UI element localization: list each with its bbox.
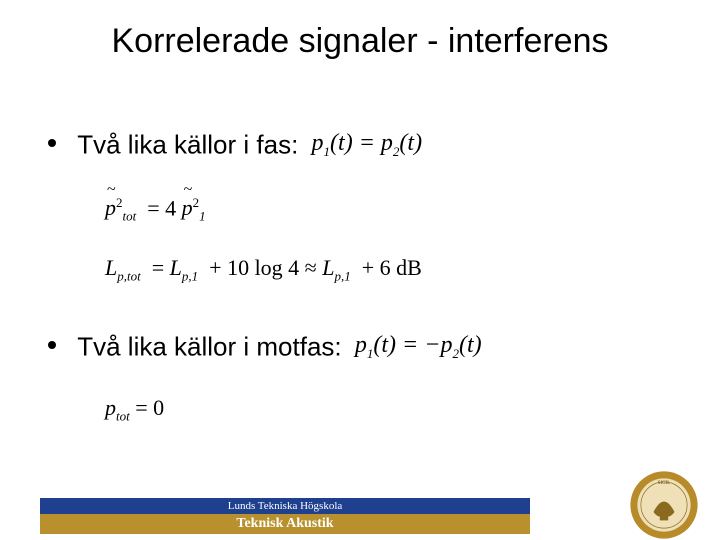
- university-seal-icon: SIGIL: [622, 470, 706, 540]
- bullet-dot-icon: [48, 341, 56, 349]
- bullet-1-text: Två lika källor i fas:: [77, 130, 298, 160]
- svg-text:SIGIL: SIGIL: [658, 481, 671, 486]
- slide-title: Korrelerade signaler - interferens: [0, 22, 720, 61]
- footer-line1: Lunds Tekniska Högskola: [40, 498, 530, 514]
- equation-ptot4: p2tot = 4 p21: [105, 195, 206, 225]
- footer-line2: Teknisk Akustik: [40, 514, 530, 534]
- footer-bar: Lunds Tekniska Högskola Teknisk Akustik: [40, 498, 530, 538]
- bullet-2-text: Två lika källor i motfas:: [77, 332, 341, 362]
- slide: Korrelerade signaler - interferens Två l…: [0, 0, 720, 540]
- bullet-1: Två lika källor i fas: p1(t) = p2(t): [48, 128, 422, 161]
- bullet-2-equation: p1(t) = −p2(t): [355, 332, 482, 358]
- bullet-2: Två lika källor i motfas: p1(t) = −p2(t): [48, 330, 482, 363]
- bullet-dot-icon: [48, 139, 56, 147]
- equation-ptot0: ptot = 0: [105, 395, 164, 424]
- bullet-1-equation: p1(t) = p2(t): [312, 130, 423, 156]
- equation-lptot: Lp,tot = Lp,1 + 10 log 4 ≈ Lp,1 + 6 dB: [105, 255, 422, 284]
- footer: Lunds Tekniska Högskola Teknisk Akustik …: [0, 496, 720, 540]
